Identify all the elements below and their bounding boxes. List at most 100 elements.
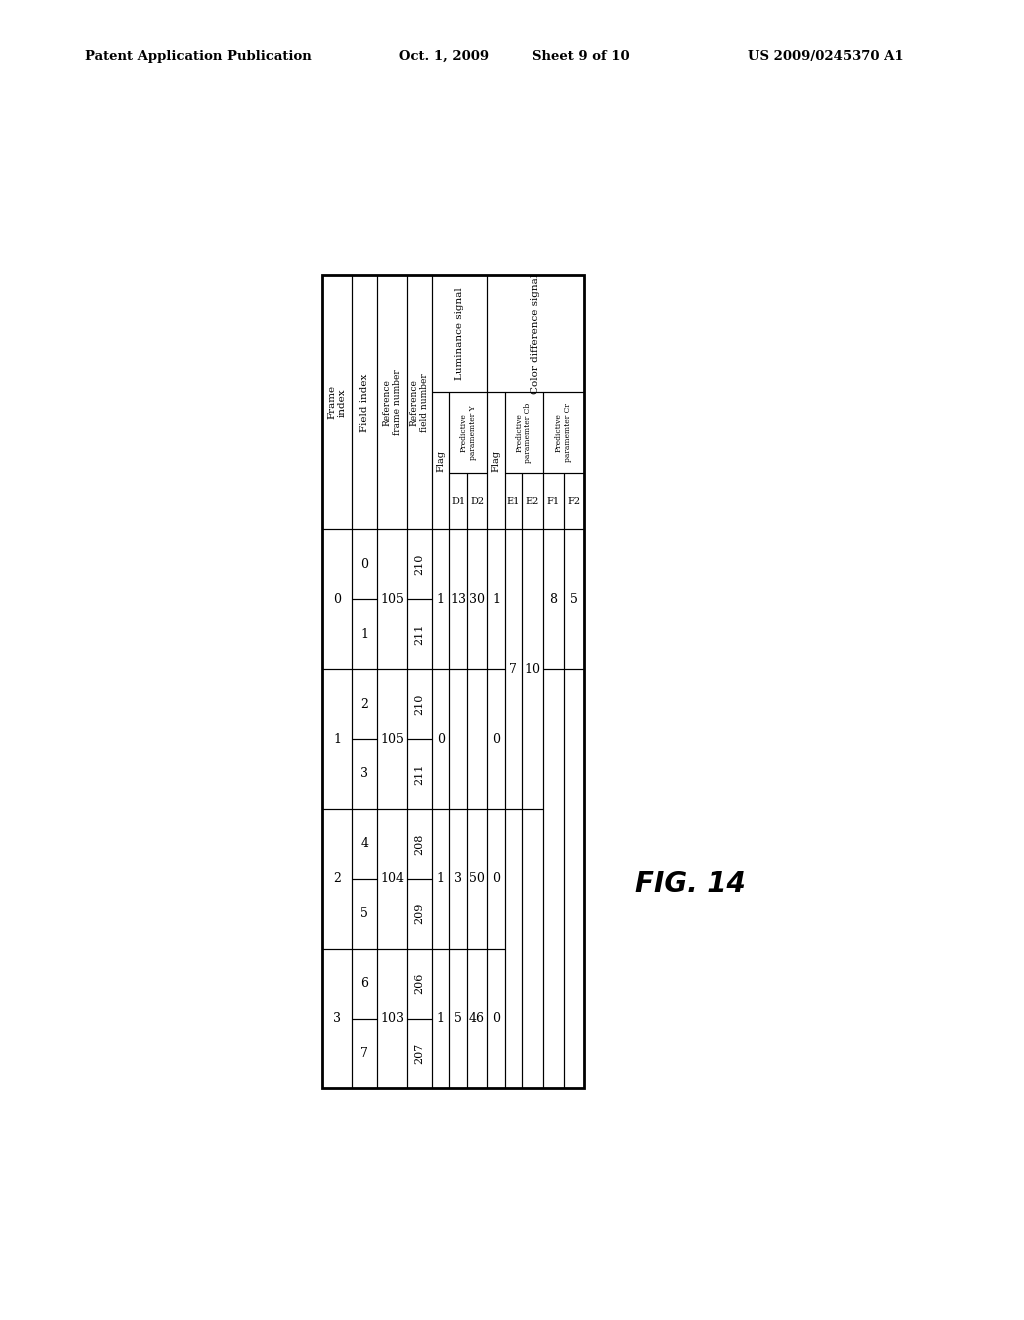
Text: 209: 209 — [415, 903, 425, 924]
Bar — [450, 949, 467, 1089]
Bar — [377, 276, 408, 529]
Bar — [323, 949, 352, 1089]
Bar — [522, 474, 543, 529]
Bar — [408, 599, 432, 669]
Text: 210: 210 — [415, 693, 425, 714]
Text: D2: D2 — [470, 496, 484, 506]
Text: 103: 103 — [380, 1012, 404, 1026]
Bar — [323, 669, 352, 809]
Text: 2: 2 — [333, 873, 341, 886]
Text: 46: 46 — [469, 1012, 485, 1026]
Bar — [467, 669, 487, 809]
Text: 0: 0 — [493, 873, 500, 886]
Bar — [377, 529, 408, 669]
Bar — [487, 809, 505, 949]
Bar — [352, 809, 377, 879]
Text: F2: F2 — [567, 496, 581, 506]
Bar — [467, 529, 487, 669]
Bar — [505, 392, 543, 474]
Text: 30: 30 — [469, 593, 485, 606]
Bar — [408, 276, 432, 529]
Bar — [467, 474, 487, 529]
Text: 5: 5 — [360, 907, 369, 920]
Bar — [352, 1019, 377, 1089]
Text: 207: 207 — [415, 1043, 425, 1064]
Text: Field index: Field index — [359, 374, 369, 432]
Bar — [323, 529, 352, 669]
Text: 8: 8 — [549, 593, 557, 606]
Text: Predictive
paramemter Cr: Predictive paramemter Cr — [555, 404, 572, 462]
Text: 13: 13 — [450, 593, 466, 606]
Bar — [377, 669, 408, 809]
Text: Reference
field number: Reference field number — [410, 374, 429, 432]
Text: 1: 1 — [437, 873, 444, 886]
Text: 3: 3 — [333, 1012, 341, 1026]
Bar — [323, 276, 585, 1089]
Text: Color difference signal: Color difference signal — [531, 273, 541, 393]
Bar — [352, 879, 377, 949]
Text: Flag: Flag — [436, 450, 445, 471]
Bar — [563, 474, 585, 529]
Bar — [352, 949, 377, 1019]
Bar — [408, 529, 432, 599]
Text: 7: 7 — [510, 663, 517, 676]
Bar — [408, 809, 432, 879]
Text: 211: 211 — [415, 623, 425, 645]
Text: Reference
frame number: Reference frame number — [382, 370, 401, 436]
Text: Predictive
paramemter Cb: Predictive paramemter Cb — [515, 403, 532, 463]
Text: 0: 0 — [493, 733, 500, 746]
Bar — [352, 276, 377, 529]
Text: 0: 0 — [360, 558, 369, 570]
Bar — [487, 529, 505, 669]
Bar — [505, 809, 522, 1089]
Text: 1: 1 — [493, 593, 500, 606]
Text: Predictive
paramemter Y: Predictive paramemter Y — [460, 405, 477, 461]
Text: 6: 6 — [360, 977, 369, 990]
Bar — [408, 739, 432, 809]
Bar — [487, 669, 505, 809]
Text: Frame
index: Frame index — [328, 385, 347, 420]
Bar — [487, 392, 505, 529]
Text: Luminance signal: Luminance signal — [456, 288, 464, 380]
Bar — [505, 529, 522, 809]
Text: 5: 5 — [570, 593, 578, 606]
Text: 208: 208 — [415, 833, 425, 854]
Bar — [432, 529, 450, 669]
Bar — [408, 949, 432, 1019]
Bar — [352, 739, 377, 809]
Bar — [352, 599, 377, 669]
Bar — [432, 276, 487, 392]
Bar — [450, 529, 467, 669]
Bar — [408, 1019, 432, 1089]
Text: Oct. 1, 2009: Oct. 1, 2009 — [399, 50, 489, 63]
Text: US 2009/0245370 A1: US 2009/0245370 A1 — [748, 50, 903, 63]
Bar — [563, 669, 585, 1089]
Text: 105: 105 — [380, 733, 403, 746]
Bar — [543, 529, 563, 669]
Bar — [450, 669, 467, 809]
Text: Sheet 9 of 10: Sheet 9 of 10 — [532, 50, 630, 63]
Bar — [522, 529, 543, 809]
Text: 104: 104 — [380, 873, 404, 886]
Text: F1: F1 — [547, 496, 560, 506]
Text: Flag: Flag — [492, 450, 501, 471]
Bar — [450, 392, 487, 474]
Text: 3: 3 — [360, 767, 369, 780]
Text: 1: 1 — [437, 1012, 444, 1026]
Bar — [377, 809, 408, 949]
Text: FIG. 14: FIG. 14 — [635, 870, 745, 899]
Text: E1: E1 — [507, 496, 520, 506]
Text: 0: 0 — [437, 733, 444, 746]
Bar — [450, 809, 467, 949]
Bar — [543, 474, 563, 529]
Text: 50: 50 — [469, 873, 485, 886]
Bar — [487, 949, 505, 1089]
Bar — [522, 809, 543, 1089]
Bar — [432, 809, 450, 949]
Bar — [432, 669, 450, 809]
Text: 0: 0 — [333, 593, 341, 606]
Bar — [352, 529, 377, 599]
Text: 0: 0 — [493, 1012, 500, 1026]
Bar — [450, 474, 467, 529]
Bar — [377, 949, 408, 1089]
